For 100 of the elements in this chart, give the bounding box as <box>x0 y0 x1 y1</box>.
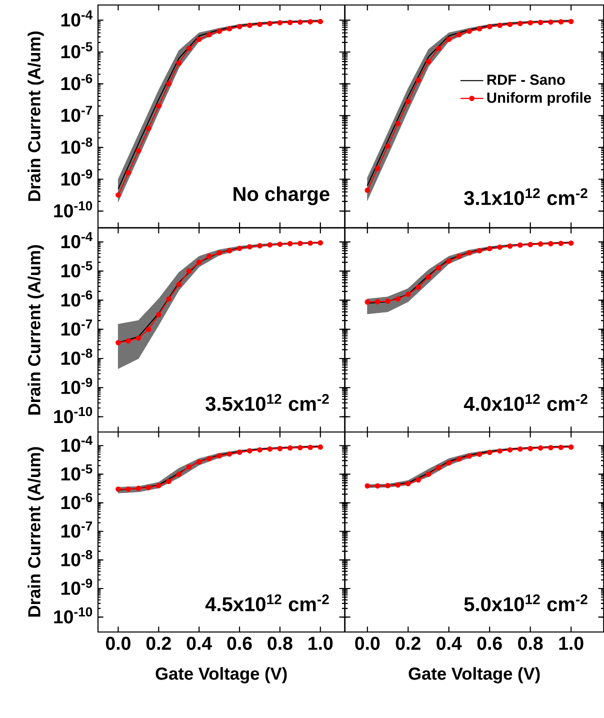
x-tick-label: 0.2 <box>396 636 420 650</box>
point <box>115 486 121 492</box>
point <box>548 444 554 450</box>
x-tick-label: 0.4 <box>436 636 462 650</box>
point <box>196 260 202 265</box>
y-tick-label: 10$^{-9}$ <box>61 378 92 394</box>
point <box>456 456 462 462</box>
point <box>416 284 421 290</box>
point <box>176 472 182 477</box>
y-tick-label: 10$^{-4}$ <box>61 10 92 27</box>
point <box>385 298 390 304</box>
point <box>476 248 482 254</box>
x-tick-label: 0.6 <box>477 636 502 650</box>
point <box>507 243 513 249</box>
y-axis-title: Drain Current (A/um) <box>28 245 44 415</box>
x-tick-label: 0.0 <box>355 636 380 650</box>
y-tick-label: 10$^{-5}$ <box>61 464 92 481</box>
point <box>395 296 401 302</box>
point <box>456 32 462 38</box>
point <box>528 446 533 452</box>
point <box>216 250 222 256</box>
y-tick-label: 10$^{-6}$ <box>61 290 92 307</box>
x-axis-title: Gate Voltage (V) <box>156 667 287 684</box>
y-axis-title: Drain Current (A/um) <box>28 447 44 617</box>
y-tick-label: 10$^{-9}$ <box>61 578 92 595</box>
point <box>246 244 252 250</box>
text: 3.5x10$^{12}$ cm$^{-2}$ <box>205 394 329 411</box>
point <box>497 22 502 28</box>
text: 3.1x10$^{12}$ cm$^{-2}$ <box>464 188 588 206</box>
point <box>416 78 421 83</box>
point <box>256 447 262 453</box>
point <box>486 450 492 456</box>
point <box>126 486 131 492</box>
point <box>115 340 121 346</box>
point <box>558 240 564 246</box>
point <box>374 166 380 172</box>
legend-label: Uniform profile <box>487 92 591 106</box>
x-tick-label: 0.0 <box>106 636 130 650</box>
point <box>568 240 574 246</box>
point <box>364 483 370 489</box>
point <box>497 244 502 250</box>
point <box>538 241 544 247</box>
y-tick-label: 10$^{-9}$ <box>61 169 92 186</box>
y-tick-label: 10$^{-5}$ <box>61 42 92 58</box>
point <box>538 445 544 451</box>
point <box>226 248 232 254</box>
point <box>446 460 452 466</box>
point <box>517 446 523 452</box>
point <box>456 254 462 260</box>
point <box>426 472 432 477</box>
point <box>156 482 162 488</box>
point <box>226 451 232 457</box>
point <box>466 28 472 34</box>
point <box>318 240 323 246</box>
point <box>297 240 303 246</box>
point <box>277 446 283 452</box>
point <box>385 143 390 149</box>
point <box>416 477 421 483</box>
point <box>446 258 452 264</box>
point <box>517 242 523 248</box>
point <box>216 453 222 458</box>
point <box>528 20 533 26</box>
point <box>196 459 202 465</box>
text: 4.5x10$^{12}$ cm$^{-2}$ <box>205 594 329 612</box>
x-tick-label: 0.4 <box>186 636 212 650</box>
point <box>548 19 554 25</box>
y-tick-label: 10$^{-8}$ <box>61 550 92 566</box>
point <box>256 243 262 248</box>
point <box>146 484 152 490</box>
point <box>405 292 411 297</box>
x-tick-label: 1.0 <box>559 636 584 650</box>
y-tick-label: 10$^{-10}$ <box>54 406 92 424</box>
point <box>558 19 564 24</box>
y-tick-label: 10$^{-8}$ <box>61 348 92 365</box>
point <box>476 26 482 32</box>
text: No charge <box>234 186 330 206</box>
y-tick-label: 10$^{-4}$ <box>61 232 92 248</box>
point <box>146 326 152 332</box>
point <box>318 444 323 450</box>
point <box>486 24 492 30</box>
text: 5.0x10$^{12}$ cm$^{-2}$ <box>464 594 588 612</box>
point <box>166 478 172 484</box>
point <box>267 242 272 248</box>
point <box>374 299 380 304</box>
x-tick-label: 0.6 <box>227 636 252 650</box>
x-tick-label: 0.8 <box>268 636 292 650</box>
point <box>517 20 523 26</box>
y-tick-label: 10$^{-5}$ <box>61 261 92 278</box>
y-tick-label: 10$^{-7}$ <box>61 522 92 538</box>
point <box>267 446 272 452</box>
text: 4.0x10$^{12}$ cm$^{-2}$ <box>464 394 588 411</box>
point <box>568 18 574 24</box>
y-tick-label: 10$^{-7}$ <box>61 106 92 122</box>
point <box>528 242 533 248</box>
point <box>436 265 442 270</box>
x-axis-title: Gate Voltage (V) <box>408 667 540 684</box>
point <box>436 46 442 52</box>
point <box>287 445 293 451</box>
point <box>287 241 293 246</box>
y-tick-label: 10$^{-10}$ <box>54 201 92 218</box>
